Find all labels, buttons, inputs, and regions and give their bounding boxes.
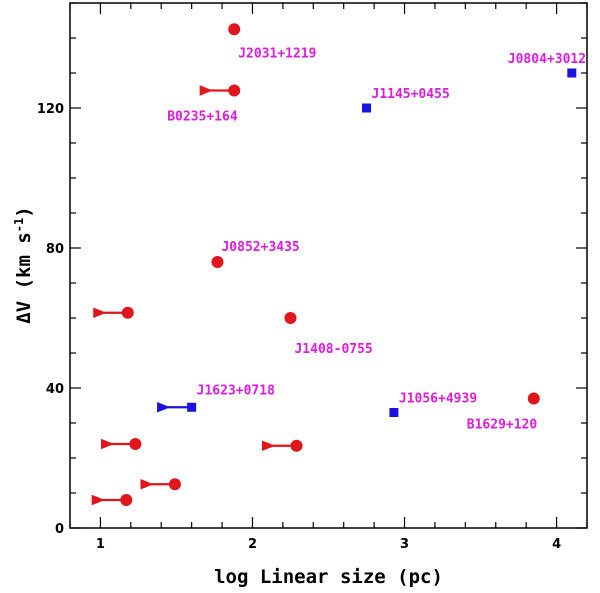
data-points: J2031+1219 B0235+164 J0852+3435 J1408-0755 B… [91, 23, 586, 506]
point-label: J1623+0718 [197, 383, 275, 398]
plot-frame [69, 2, 588, 529]
y-tick-label: 40 [46, 382, 64, 397]
data-point-circle [284, 312, 297, 324]
y-axis-title-exponent: -1 [12, 218, 26, 232]
data-point-square [567, 68, 577, 78]
y-axis-title-main: ΔV (km s [13, 232, 35, 324]
data-point-circle [527, 392, 540, 405]
data-point-square [362, 103, 372, 113]
point-label: J2031+1219 [238, 46, 316, 61]
x-tick-label: 4 [552, 537, 561, 552]
y-tick-label: 0 [55, 522, 64, 537]
y-tick-label: 120 [37, 102, 64, 117]
point-label: J0852+3435 [221, 240, 299, 255]
data-point-circle [168, 478, 181, 491]
point-label: B0235+164 [167, 110, 238, 125]
data-point-circle [290, 439, 303, 452]
point-label: J1145+0455 [372, 87, 450, 102]
data-point-square [187, 402, 197, 412]
y-tick-label: 80 [46, 242, 64, 257]
y-axis-title-close: ) [13, 206, 35, 217]
point-label: J0804+3012 [508, 52, 586, 67]
x-tick-label: 2 [248, 537, 257, 552]
point-label: J1408-0755 [294, 342, 372, 357]
data-point-square [389, 408, 399, 417]
point-label: B1629+120 [467, 418, 538, 433]
x-axis-title: log Linear size (pc) [214, 566, 443, 588]
data-point-circle [211, 256, 224, 268]
x-tick-label: 1 [96, 537, 105, 552]
point-label: J1056+4939 [399, 392, 477, 407]
data-point-circle [228, 23, 241, 36]
data-point-circle [228, 84, 241, 97]
data-point-circle [121, 306, 134, 319]
data-point-circle [120, 494, 133, 506]
x-tick-label: 3 [400, 537, 409, 552]
data-point-circle [129, 438, 142, 450]
y-axis-title: ΔV (km s-1) [12, 206, 35, 323]
